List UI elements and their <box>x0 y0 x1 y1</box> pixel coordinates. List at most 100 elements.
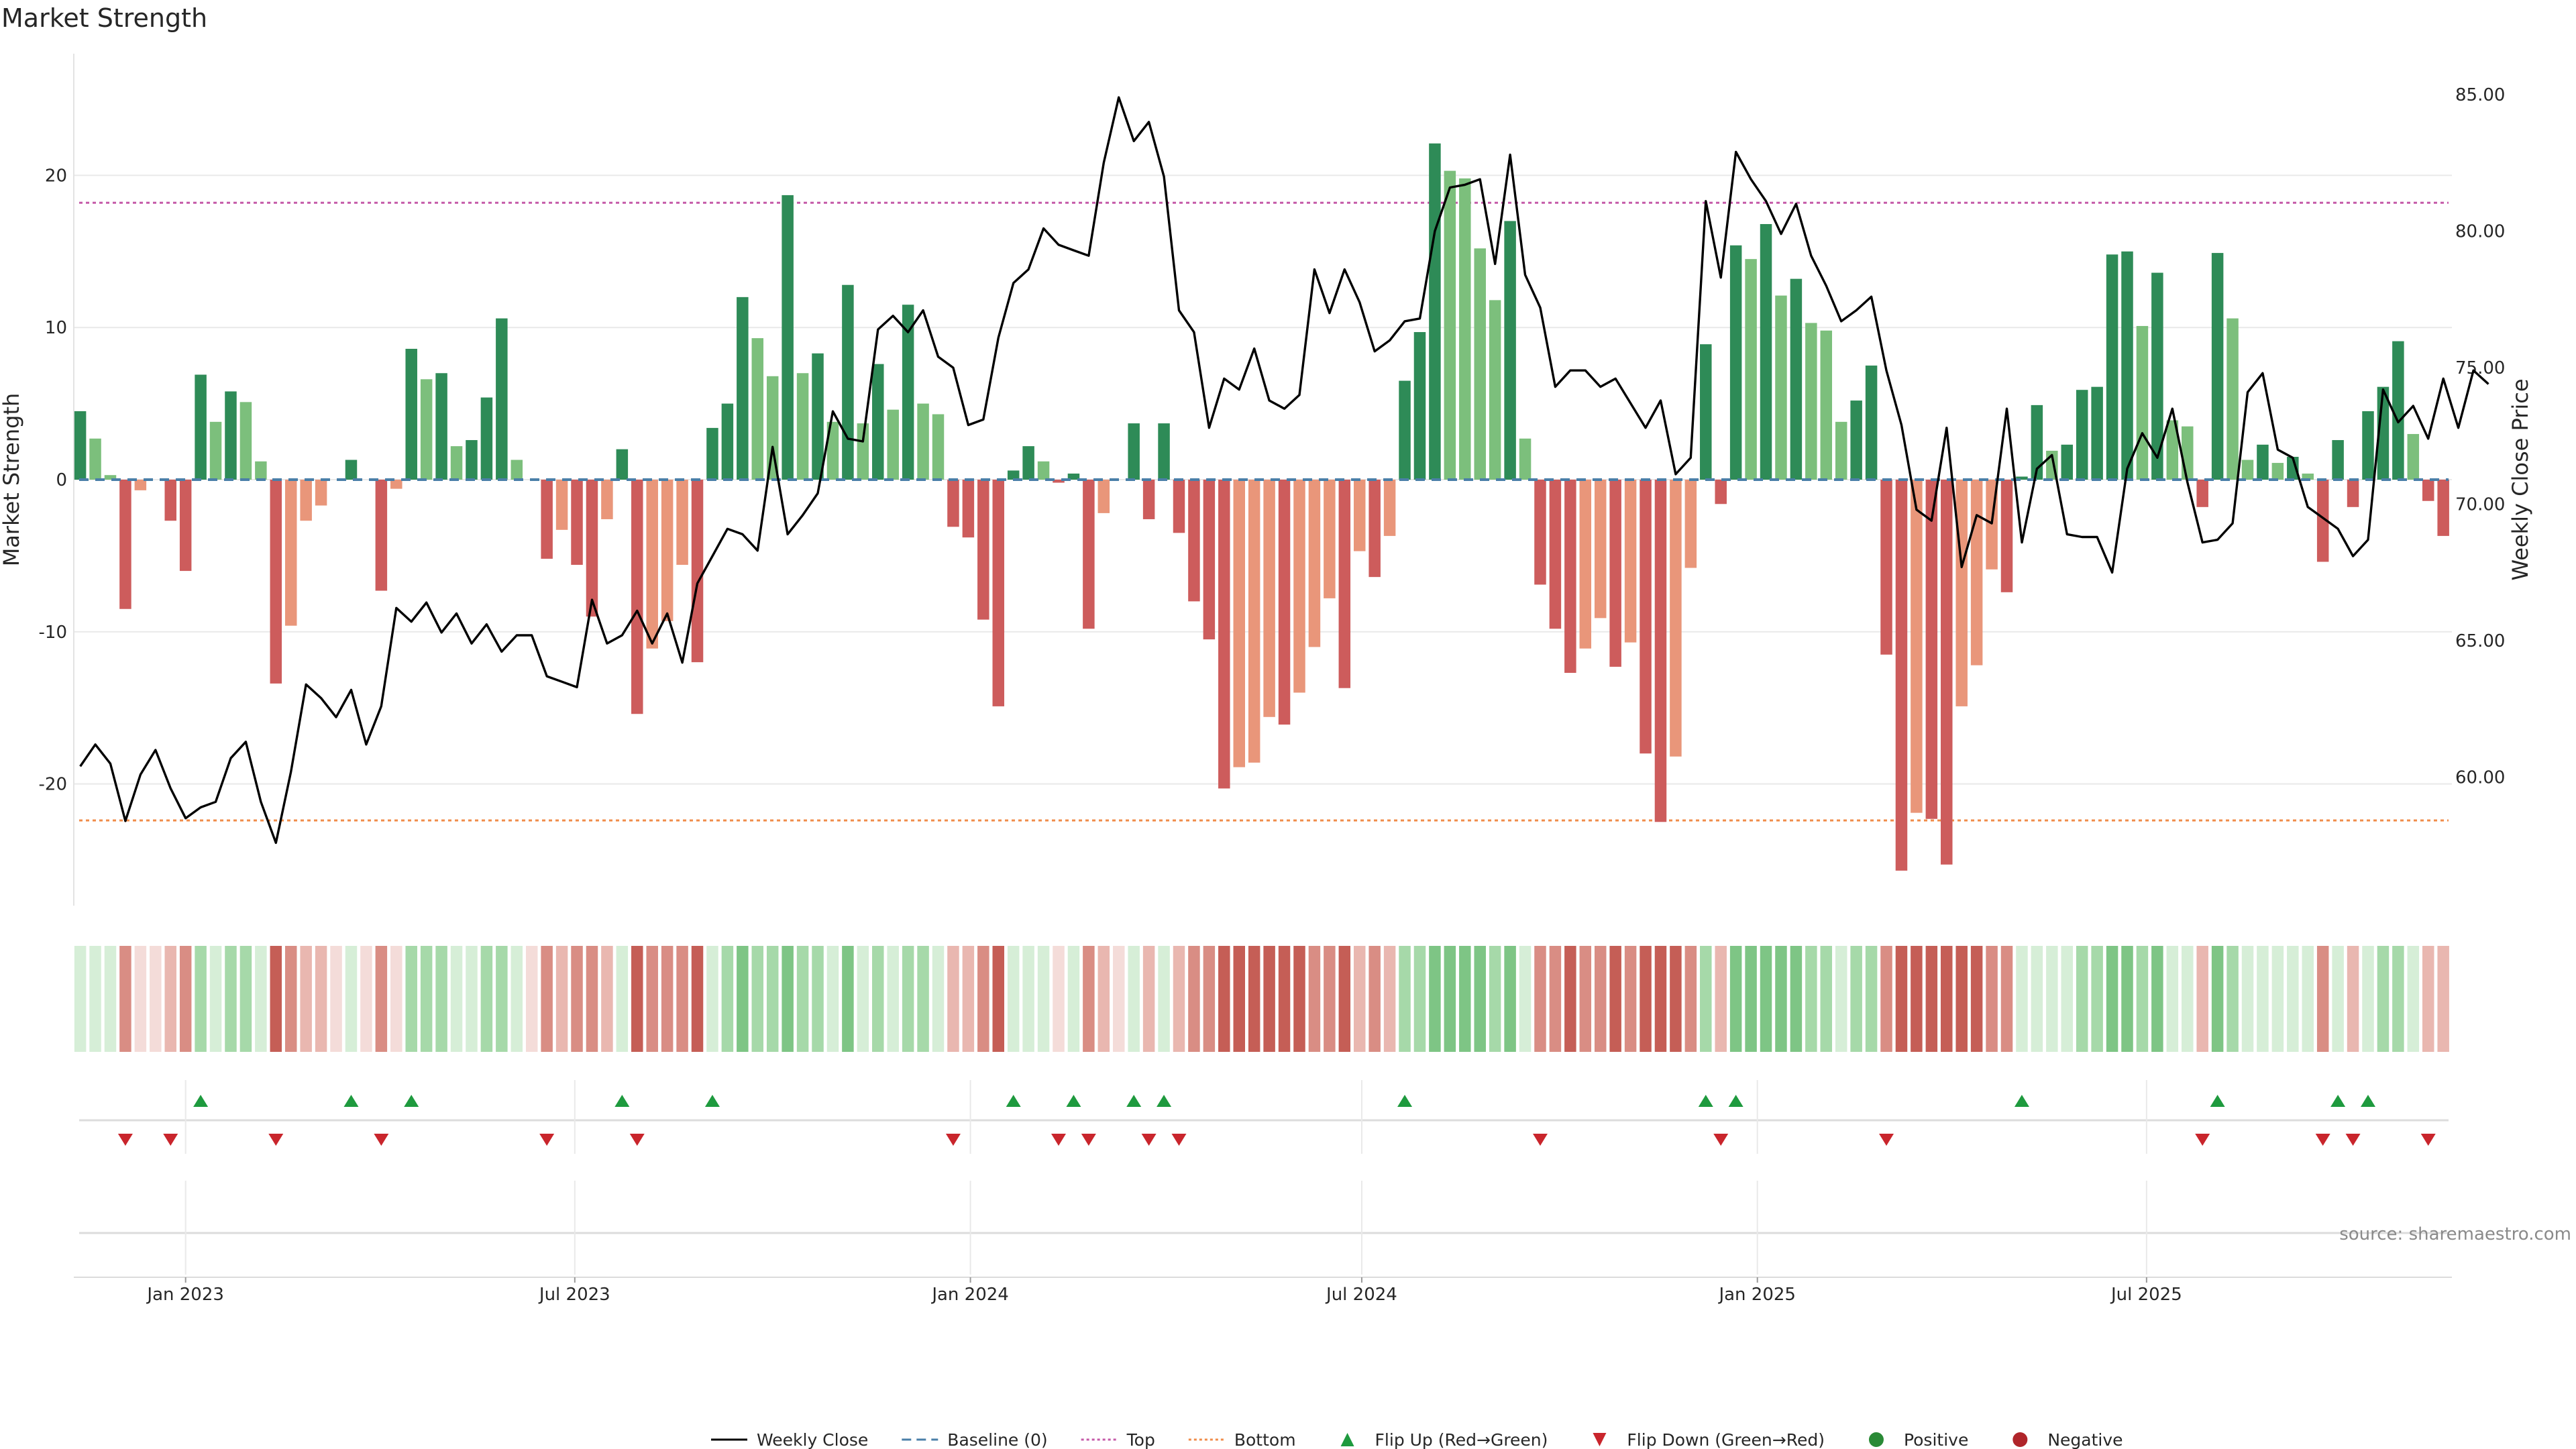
heat-cell <box>1053 946 1065 1052</box>
strength-bar <box>2316 480 2329 562</box>
strength-bar <box>375 480 388 591</box>
legend-item: Weekly Close <box>711 1430 868 1449</box>
flip-up-marker <box>2330 1095 2346 1107</box>
empty-panel <box>79 1181 2449 1275</box>
strength-bar <box>1790 278 1803 480</box>
flip-down-marker <box>2195 1134 2210 1146</box>
heat-cell <box>737 946 749 1052</box>
y-tick-label: 0 <box>56 470 67 490</box>
heat-cell <box>360 946 372 1052</box>
heat-cell <box>1534 946 1546 1052</box>
strength-bar <box>2287 456 2299 480</box>
legend-item: Negative <box>2012 1430 2123 1449</box>
strength-bar <box>1067 473 1080 480</box>
heat-cell <box>555 946 568 1052</box>
y2-tick-label: 85.00 <box>2455 85 2505 105</box>
strength-bar <box>1594 480 1607 619</box>
flip-down-marker <box>1051 1134 1067 1146</box>
heat-cell <box>616 946 629 1052</box>
heat-cell <box>330 946 342 1052</box>
heat-cell <box>857 946 869 1052</box>
heat-cell <box>1188 946 1200 1052</box>
strength-bar <box>1353 480 1366 551</box>
heat-cell <box>390 946 402 1052</box>
heat-cell <box>89 946 101 1052</box>
strength-bar <box>2091 386 2103 480</box>
flip-up-marker <box>1006 1095 1021 1107</box>
heat-cell <box>1970 946 1983 1052</box>
heat-cell <box>1263 946 1275 1052</box>
heat-cell <box>2257 946 2269 1052</box>
strength-bar <box>225 391 237 480</box>
strength-bar <box>1007 470 1020 480</box>
heat-cell <box>1173 946 1185 1052</box>
strength-bar <box>2151 272 2163 480</box>
strength-bar <box>405 348 417 480</box>
strength-bar <box>782 195 794 480</box>
heat-cell <box>1142 946 1155 1052</box>
strength-bar <box>2136 325 2149 480</box>
strength-bar <box>872 364 884 480</box>
flip-up-marker <box>1066 1095 1081 1107</box>
strength-bar <box>2000 480 2013 592</box>
strength-bar <box>1459 178 1471 480</box>
strength-bar <box>284 480 297 626</box>
heat-cell <box>1037 946 1050 1052</box>
heat-cell <box>2091 946 2103 1052</box>
flip-up-marker <box>343 1095 359 1107</box>
strength-bar <box>2226 318 2239 480</box>
heat-cell <box>1700 946 1712 1052</box>
strength-bar <box>496 318 508 480</box>
y2-tick-label: 70.00 <box>2455 495 2505 515</box>
heat-cell <box>1444 946 1456 1052</box>
heat-cell <box>631 946 643 1052</box>
strength-bar <box>721 403 734 480</box>
y2-axis-label: Weekly Close Price <box>2508 378 2533 580</box>
y2-tick-label: 60.00 <box>2455 768 2505 788</box>
heat-cell <box>134 946 147 1052</box>
heat-cell <box>2211 946 2224 1052</box>
strength-bar <box>1278 480 1291 725</box>
strength-bar <box>2332 440 2344 480</box>
legend-label: Bottom <box>1234 1430 1296 1449</box>
heat-cell <box>2271 946 2284 1052</box>
strength-bar <box>239 402 252 480</box>
strength-bar <box>2407 433 2420 480</box>
weekly-close-line <box>79 96 2489 845</box>
heat-cell <box>255 946 267 1052</box>
heat-cell <box>1504 946 1516 1052</box>
heat-cell <box>1805 946 1817 1052</box>
strength-bar <box>255 461 267 480</box>
strength-bar <box>977 480 989 620</box>
heat-cell <box>872 946 884 1052</box>
strength-bar <box>826 421 839 480</box>
strength-bar <box>2031 405 2043 480</box>
strength-bar <box>2106 254 2118 480</box>
heat-cell <box>1083 946 1095 1052</box>
strength-bar <box>2241 460 2254 480</box>
strength-bar <box>1820 330 1833 480</box>
heat-cell <box>1233 946 1245 1052</box>
strength-bar <box>1549 480 1562 629</box>
heat-cell <box>1413 946 1426 1052</box>
strength-bar <box>1970 480 1983 665</box>
strength-bar <box>1624 480 1637 643</box>
heat-cell <box>1850 946 1862 1052</box>
heat-cell <box>2061 946 2074 1052</box>
flip-up-marker <box>2014 1095 2029 1107</box>
strength-bar <box>586 480 598 617</box>
strength-bar <box>691 480 704 663</box>
heat-cell <box>2031 946 2043 1052</box>
legend-swatch-triangle-down <box>1593 1433 1607 1446</box>
strength-bar <box>435 373 447 480</box>
heat-cell <box>2302 946 2314 1052</box>
heat-cell <box>1429 946 1441 1052</box>
heat-cell <box>1022 946 1034 1052</box>
heat-cell <box>1474 946 1486 1052</box>
legend-swatch-circle <box>2012 1432 2028 1447</box>
flip-down-marker <box>268 1134 284 1146</box>
strength-bar <box>1609 480 1621 667</box>
strength-bar <box>1579 480 1592 649</box>
strength-bar <box>1835 421 1847 480</box>
heat-cell <box>511 946 523 1052</box>
